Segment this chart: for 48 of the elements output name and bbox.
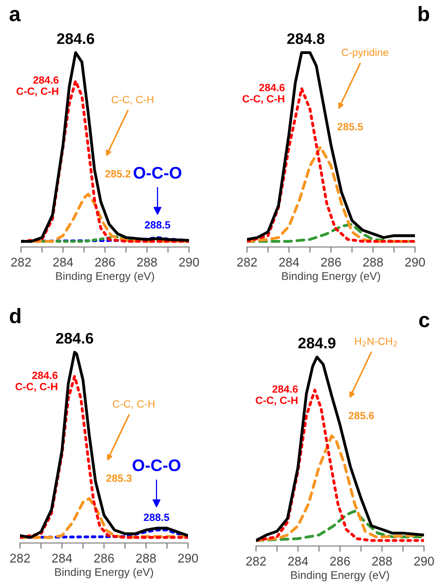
text: H$_{2}$N-CH$_{2}$ — [355, 338, 397, 347]
x-tick-label: 282 — [10, 554, 30, 563]
annotation: 284.6 — [56, 332, 94, 344]
x-tick-label: 288 — [136, 554, 156, 563]
annotation: O-C-O — [134, 166, 182, 179]
x-tick-label: 286 — [330, 556, 350, 566]
chart-title: b — [418, 6, 430, 22]
annotation: O-C-O — [132, 459, 180, 472]
x-tick-label: 282 — [246, 556, 266, 566]
x-tick-label: 290 — [414, 556, 434, 566]
annotation: 285.2 — [105, 170, 131, 178]
x-axis-title: Binding Energy (eV) — [56, 272, 154, 282]
x-axis-title: Binding Energy (eV) — [55, 568, 154, 578]
annotation: 284.6 C-C, C-H — [16, 372, 58, 392]
chart-title: a — [10, 10, 21, 22]
annotation: 284.6 C-C, C-H — [242, 84, 285, 104]
annotation: 288.5 — [144, 221, 170, 229]
annotation: C-C, C-H — [112, 400, 154, 409]
x-tick-label: 286 — [321, 258, 341, 267]
annotation: 284.6 C-C, C-H — [256, 385, 298, 406]
x-tick-label: 286 — [94, 554, 114, 563]
annotation: 285.6 — [348, 412, 374, 420]
x-tick-label: 282 — [237, 258, 257, 267]
annotation: C-C, C-H — [112, 96, 154, 104]
annotation: 284.9 — [298, 338, 336, 348]
chart-title: c — [419, 316, 430, 328]
x-tick-label: 290 — [178, 554, 198, 563]
chart-title: d — [10, 308, 20, 324]
x-axis-title: Binding Energy (eV) — [282, 272, 380, 282]
x-tick-label: 284 — [279, 258, 300, 267]
annotation: 284.6 C-C, C-H — [16, 76, 59, 96]
annotation: 285.3 — [106, 474, 132, 482]
annotation: 284.6 — [57, 33, 94, 44]
x-tick-label: 288 — [363, 258, 383, 267]
annotation: 288.5 — [144, 514, 170, 522]
x-tick-label: 288 — [372, 556, 392, 566]
x-axis-title: Binding Energy (eV) — [291, 570, 390, 582]
x-tick-label: 282 — [11, 258, 31, 267]
x-tick-label: 284 — [52, 554, 72, 563]
annotation: C-pyridine — [342, 48, 388, 58]
x-tick-label: 290 — [405, 258, 425, 267]
x-tick-label: 284 — [53, 258, 74, 267]
x-tick-label: 284 — [288, 556, 308, 566]
x-tick-label: 288 — [137, 258, 157, 267]
x-tick-label: 286 — [95, 258, 115, 267]
annotation: 285.5 — [338, 122, 363, 130]
x-tick-label: 290 — [179, 258, 199, 267]
annotation: 284.8 — [287, 33, 324, 44]
